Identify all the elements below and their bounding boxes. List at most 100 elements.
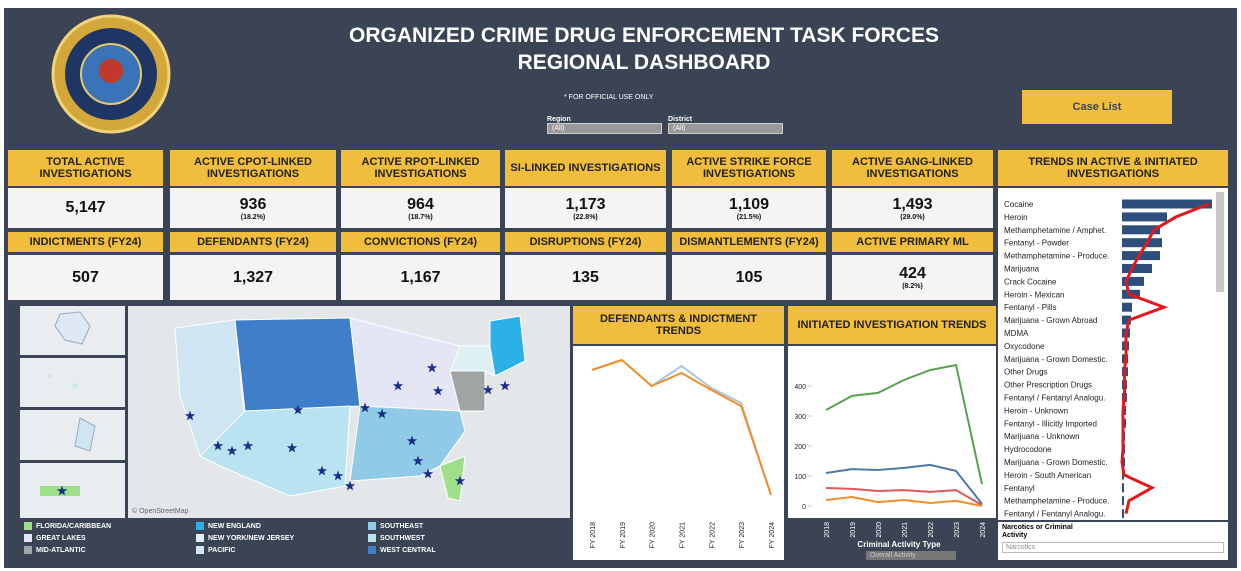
legend-label: NEW ENGLAND bbox=[208, 522, 261, 530]
kpi-value: 507 bbox=[72, 268, 99, 286]
narcotics-control: Narcotics or Criminal Activity Narcotics bbox=[998, 522, 1228, 560]
category-label: Marijuana - Grown Abroad bbox=[1004, 316, 1097, 325]
category-label: Heroin bbox=[1004, 213, 1028, 222]
kpi-label: DEFENDANTS (FY24) bbox=[170, 232, 336, 252]
x-tick-label: FY 2018 bbox=[590, 522, 597, 548]
title-line: ORGANIZED CRIME DRUG ENFORCEMENT TASK FO… bbox=[349, 24, 939, 47]
kpi-value: 1,493 bbox=[892, 195, 933, 213]
legend-item: FLORIDA/CARIBBEAN bbox=[24, 522, 111, 530]
category-label: Fentanyl - Powder bbox=[1004, 239, 1069, 248]
filter-dropdown[interactable]: (All) bbox=[547, 123, 662, 134]
legend-item: SOUTHWEST bbox=[368, 534, 425, 542]
trend-chart: Cocaine Heroin Methamphetamine / Amphet. Fe… bbox=[998, 188, 1228, 520]
control-label: Narcotics or Criminal Activity bbox=[1002, 524, 1073, 539]
control-dropdown[interactable]: Overall Activity bbox=[866, 551, 956, 560]
map-legend: FLORIDA/CARIBBEAN GREAT LAKES MID-ATLANTIC… bbox=[24, 522, 494, 562]
kpi-label: DISMANTLEMENTS (FY24) bbox=[672, 232, 826, 252]
legend-label: SOUTHWEST bbox=[380, 534, 425, 542]
legend-item: SOUTHEAST bbox=[368, 522, 423, 530]
bar bbox=[1122, 276, 1144, 286]
panel-title: TRENDS IN ACTIVE & INITIATED INVESTIGATI… bbox=[998, 150, 1228, 186]
legend-swatch bbox=[24, 534, 32, 542]
notice: * FOR OFFICIAL USE ONLY bbox=[564, 94, 654, 101]
kpi-percent: (18.7%) bbox=[408, 213, 433, 221]
category-label: MDMA bbox=[1004, 329, 1029, 338]
category-label: Hydrocodone bbox=[1004, 445, 1052, 454]
category-label: Methamphetamine - Produce. bbox=[1004, 252, 1109, 261]
bar bbox=[1122, 315, 1131, 325]
bar bbox=[1122, 238, 1162, 248]
case-list-button[interactable]: Case List bbox=[1022, 90, 1172, 124]
kpi-card: 1,327 bbox=[170, 255, 336, 300]
kpi-label: SI-LINKED INVESTIGATIONS bbox=[505, 150, 666, 186]
filter-dropdown[interactable]: (All) bbox=[668, 123, 783, 134]
kpi-card: 135 bbox=[505, 255, 666, 300]
category-label: Marijuana bbox=[1004, 265, 1040, 274]
legend-swatch bbox=[196, 522, 204, 530]
bar bbox=[1122, 251, 1160, 261]
legend-item: GREAT LAKES bbox=[24, 534, 86, 542]
line-chart: FY 2018 FY 2019 FY 2020 FY 2021 FY 2022 FY 20… bbox=[573, 346, 784, 560]
office-star bbox=[242, 440, 254, 451]
office-star bbox=[212, 440, 224, 451]
category-label: Fentanyl bbox=[1004, 484, 1035, 493]
legend-label: GREAT LAKES bbox=[36, 534, 86, 542]
filter-label: District bbox=[668, 116, 693, 123]
category-label: Heroin - Mexican bbox=[1004, 290, 1064, 299]
legend-swatch bbox=[196, 534, 204, 542]
kpi-label: ACTIVE RPOT-LINKED INVESTIGATIONS bbox=[341, 150, 500, 186]
kpi-card: 964 (18.7%) bbox=[341, 188, 500, 228]
kpi-label: ACTIVE STRIKE FORCE INVESTIGATIONS bbox=[672, 150, 826, 186]
control-dropdown[interactable]: Narcotics bbox=[1002, 542, 1224, 553]
category-label: Crack Cocaine bbox=[1004, 277, 1057, 286]
map-attribution: © OpenStreetMap bbox=[132, 507, 189, 515]
control-label: Criminal Activity Type bbox=[857, 540, 941, 549]
kpi-label: ACTIVE PRIMARY ML bbox=[832, 232, 993, 252]
kpi-value: 1,327 bbox=[232, 268, 274, 286]
kpi-card: 5,147 bbox=[8, 188, 163, 228]
office-star bbox=[426, 362, 438, 373]
kpi-percent: (21.5%) bbox=[736, 213, 762, 221]
filter: District (All) bbox=[668, 116, 783, 134]
category-label: Methamphetamine - Produce. bbox=[1004, 497, 1109, 506]
series-line bbox=[591, 358, 772, 496]
legend-swatch bbox=[24, 522, 32, 530]
x-tick-label: FY 2019 bbox=[850, 522, 857, 540]
kpi-value: 964 bbox=[407, 195, 434, 213]
x-tick-label: FY 2022 bbox=[928, 522, 935, 540]
category-label: Other Prescription Drugs bbox=[1004, 381, 1092, 390]
office-star bbox=[226, 445, 238, 456]
legend-label: FLORIDA/CARIBBEAN bbox=[36, 522, 112, 530]
title: ORGANIZED CRIME DRUG ENFORCEMENT TASK FO… bbox=[304, 22, 984, 76]
legend-swatch bbox=[368, 546, 376, 554]
category-label: Fentanyl / Fentanyl Analogu. bbox=[1004, 394, 1105, 403]
legend-label: NEW YORK/NEW JERSEY bbox=[208, 534, 295, 542]
category-label: Heroin - Unknown bbox=[1004, 406, 1068, 415]
series-line bbox=[825, 363, 983, 485]
filter-label: Region bbox=[547, 116, 571, 123]
office-star bbox=[454, 475, 466, 486]
x-tick-label: FY 2020 bbox=[876, 522, 883, 540]
kpi-value: 5,147 bbox=[65, 199, 106, 216]
kpi-value: 135 bbox=[572, 268, 599, 286]
category-label: Cocaine bbox=[1004, 200, 1034, 209]
kpi-card: 507 bbox=[8, 255, 163, 300]
line-chart: 0 100 200 300 400 FY 2018 FY 2019 FY 2020 FY 202… bbox=[788, 346, 996, 540]
category-label: Heroin - South American bbox=[1004, 471, 1091, 480]
title-line: REGIONAL DASHBOARD bbox=[517, 51, 771, 74]
category-label: Oxycodone bbox=[1004, 342, 1045, 351]
bar bbox=[1122, 496, 1124, 506]
bar bbox=[1122, 225, 1160, 235]
plot-background bbox=[788, 346, 996, 518]
series-line bbox=[825, 487, 983, 506]
dashboard: ORGANIZED CRIME DRUG ENFORCEMENT TASK FO… bbox=[4, 8, 1237, 568]
kpi-card: 105 bbox=[672, 255, 826, 300]
y-tick-label: 300 bbox=[794, 414, 806, 421]
x-tick-label: FY 2021 bbox=[902, 522, 909, 540]
legend-swatch bbox=[368, 522, 376, 530]
kpi-value: 936 bbox=[239, 195, 267, 213]
filter: Region (All) bbox=[547, 116, 662, 134]
kpi-percent: (18.2%) bbox=[240, 213, 266, 221]
office-star bbox=[406, 435, 418, 446]
category-label: Marijuana - Grown Domestic. bbox=[1004, 355, 1108, 364]
